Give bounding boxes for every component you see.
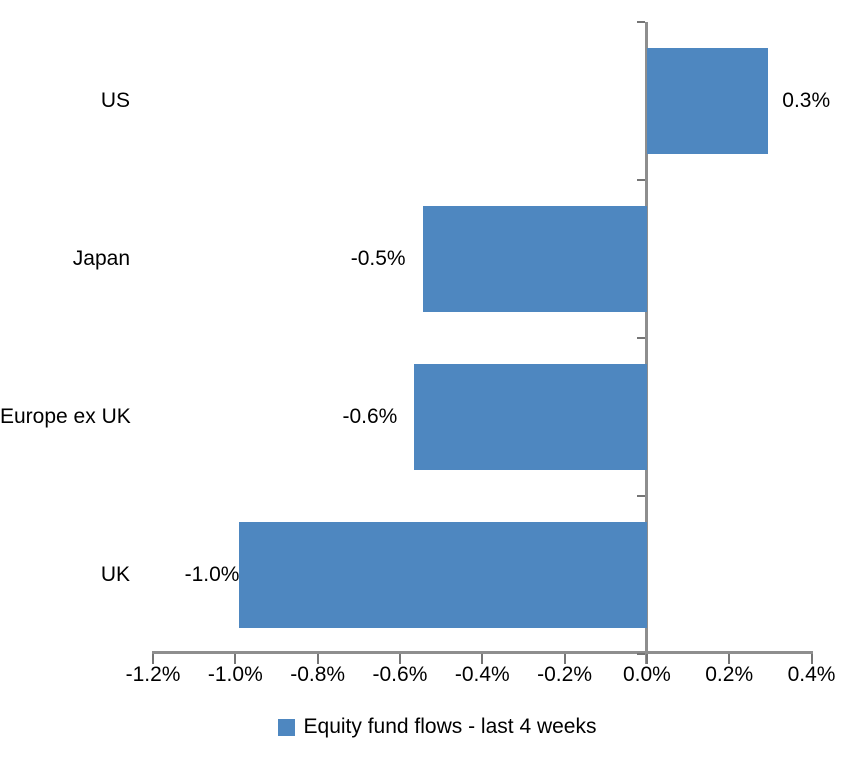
legend-swatch bbox=[277, 718, 295, 736]
x-axis-tick-label: -0.2% bbox=[537, 663, 592, 686]
legend-label: Equity fund flows - last 4 weeks bbox=[303, 715, 597, 738]
category-axis-tick bbox=[637, 337, 646, 339]
x-axis-tick bbox=[234, 654, 237, 664]
category-label: Japan bbox=[72, 247, 130, 270]
value-label: -1.0% bbox=[184, 563, 240, 586]
x-axis-tick-label: -1.2% bbox=[125, 663, 181, 686]
bar-uk bbox=[239, 522, 647, 628]
x-axis-tick bbox=[316, 654, 319, 664]
category-label: Europe ex UK bbox=[0, 405, 131, 428]
chart-legend: Equity fund flows - last 4 weeks bbox=[0, 714, 852, 740]
category-label: UK bbox=[100, 563, 130, 586]
x-axis-tick-label: 0.2% bbox=[705, 663, 754, 686]
x-axis-tick-label: -1.0% bbox=[207, 663, 263, 686]
x-axis-tick bbox=[481, 654, 484, 664]
value-axis-line bbox=[645, 22, 649, 664]
x-axis-tick bbox=[645, 654, 648, 664]
category-axis-tick bbox=[637, 495, 646, 497]
x-axis-tick-label: 0.4% bbox=[787, 663, 836, 686]
bar-us bbox=[646, 48, 769, 154]
x-axis-tick-label: -0.8% bbox=[290, 663, 346, 686]
category-label: US bbox=[100, 89, 130, 112]
x-axis-tick-label: -0.4% bbox=[454, 663, 510, 686]
bar-japan bbox=[422, 206, 647, 312]
value-label: -0.6% bbox=[342, 405, 398, 428]
x-axis-tick bbox=[563, 654, 566, 664]
bar-europe-ex-uk bbox=[414, 364, 647, 470]
x-axis-tick bbox=[728, 654, 731, 664]
x-axis-tick bbox=[398, 654, 401, 664]
category-axis-tick bbox=[637, 653, 646, 655]
value-label: 0.3% bbox=[782, 89, 831, 112]
x-axis-tick-label: -0.6% bbox=[372, 663, 428, 686]
x-axis-tick-label: 0.0% bbox=[622, 663, 671, 686]
x-axis-tick bbox=[810, 654, 813, 664]
x-axis-tick bbox=[152, 654, 154, 664]
category-axis-line bbox=[151, 651, 813, 654]
category-axis-tick bbox=[637, 179, 646, 181]
category-axis-tick bbox=[637, 21, 646, 23]
value-label: -0.5% bbox=[350, 247, 406, 270]
